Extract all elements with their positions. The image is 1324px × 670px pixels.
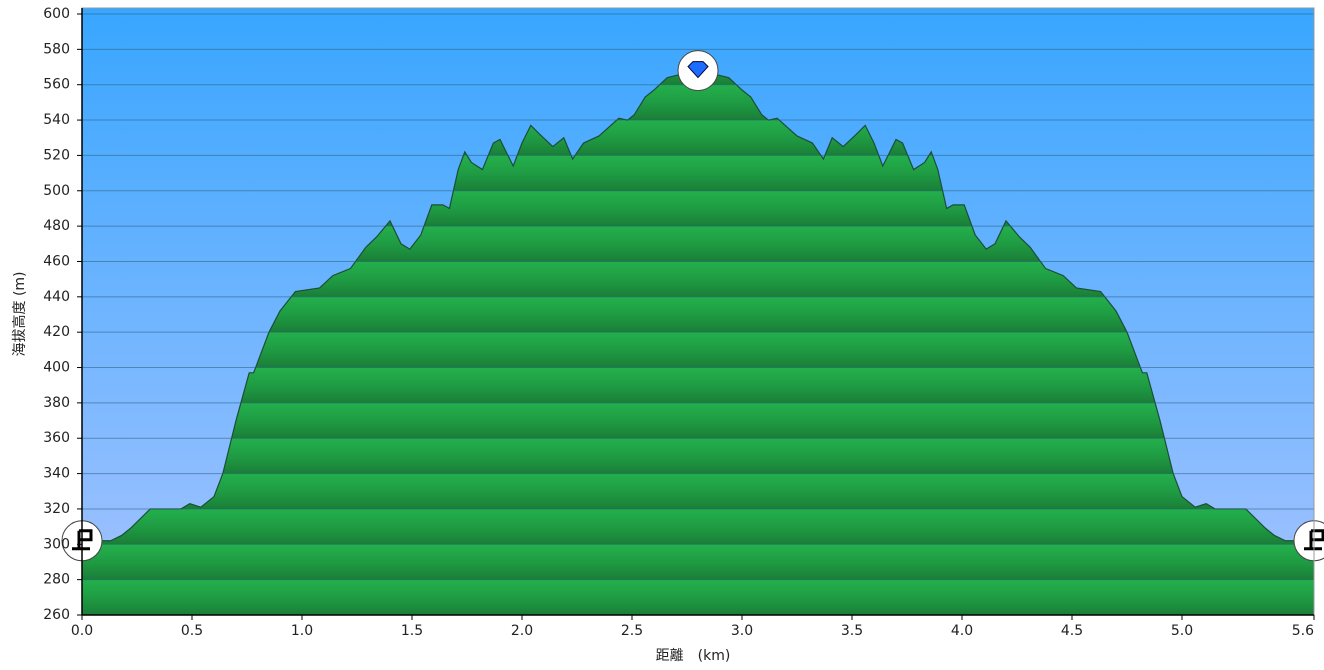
x-tick-label: 3.0 xyxy=(731,623,753,639)
y-tick-label: 360 xyxy=(43,430,70,446)
x-tick-label: 0.5 xyxy=(181,623,203,639)
x-tick-label: 5.0 xyxy=(1171,623,1193,639)
x-tick-label: 4.0 xyxy=(951,623,973,639)
x-tick-label: 3.5 xyxy=(841,623,863,639)
x-tick-label: 2.0 xyxy=(511,623,533,639)
y-tick-label: 380 xyxy=(43,395,70,411)
flag-icon xyxy=(72,529,93,551)
y-tick-label: 400 xyxy=(43,360,70,376)
y-tick-label: 420 xyxy=(43,324,70,340)
y-tick-label: 300 xyxy=(43,536,70,552)
x-tick-label: 1.0 xyxy=(291,623,313,639)
elevation-area xyxy=(82,70,1314,616)
diamond-icon xyxy=(687,61,709,79)
y-tick-label: 480 xyxy=(43,218,70,234)
y-tick-label: 540 xyxy=(43,112,70,128)
x-tick-label: 4.5 xyxy=(1061,623,1083,639)
y-tick-label: 600 xyxy=(43,6,70,22)
y-tick-label: 520 xyxy=(43,147,70,163)
y-tick-label: 580 xyxy=(43,41,70,57)
x-axis-label: 距離 (km) xyxy=(656,647,731,664)
x-tick-label: 1.5 xyxy=(401,623,423,639)
y-tick-label: 280 xyxy=(43,572,70,588)
x-tick-label: 5.6 xyxy=(1292,623,1314,639)
peak-marker xyxy=(677,50,719,92)
y-axis-label: 海拔高度 (m) xyxy=(11,271,28,356)
flag-icon xyxy=(1304,529,1324,551)
y-tick-label: 260 xyxy=(43,607,70,623)
x-tick-label: 0.0 xyxy=(71,623,93,639)
y-tick-label: 560 xyxy=(43,77,70,93)
y-tick-label: 320 xyxy=(43,501,70,517)
y-tick-label: 440 xyxy=(43,289,70,305)
x-tick-label: 2.5 xyxy=(621,623,643,639)
y-tick-label: 460 xyxy=(43,253,70,269)
y-tick-label: 500 xyxy=(43,183,70,199)
y-tick-label: 340 xyxy=(43,466,70,482)
